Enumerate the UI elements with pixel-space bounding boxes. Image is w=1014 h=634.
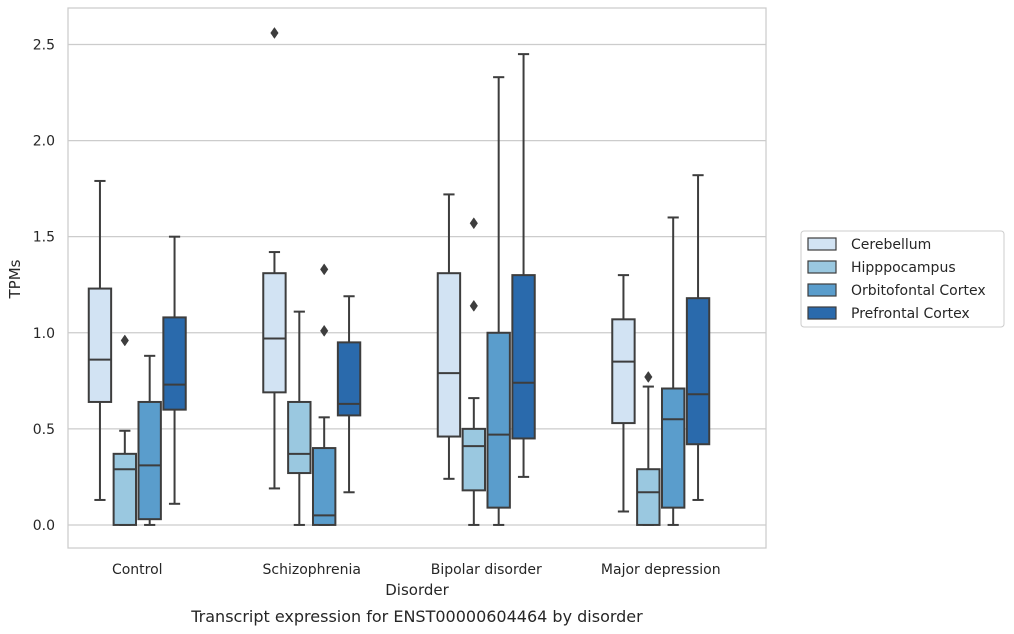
box-0-0	[87, 179, 113, 501]
box-0-1	[262, 27, 287, 490]
box-iqr	[436, 272, 462, 438]
legend-label: Hipppocampus	[851, 260, 956, 276]
outlier-point	[469, 299, 478, 312]
y-axis: 0.0 0.5 1.0 1.5 2.0 2.5	[33, 38, 55, 534]
outlier-point	[469, 217, 478, 230]
box-2-3	[660, 216, 686, 526]
x-axis-label: Disorder	[385, 581, 449, 599]
legend-label: Cerebellum	[851, 237, 931, 253]
box-iqr	[311, 447, 337, 526]
legend-swatch	[807, 260, 837, 274]
box-1-3	[636, 371, 661, 526]
box-0-2	[436, 193, 462, 480]
box-iqr	[336, 341, 362, 417]
outlier-point	[320, 263, 329, 276]
box-iqr	[87, 287, 113, 403]
box-iqr	[287, 400, 312, 475]
outlier-point	[644, 371, 653, 383]
box-iqr	[112, 452, 138, 526]
y-tick-label: 0.5	[33, 422, 55, 438]
outlier-point	[270, 27, 279, 39]
box-iqr	[137, 400, 162, 521]
box-1-1	[287, 310, 312, 526]
plot-frame	[67, 7, 767, 549]
y-tick-label: 0.0	[33, 518, 55, 534]
y-tick-label: 1.0	[33, 326, 55, 342]
legend-label: Orbitofontal Cortex	[851, 283, 986, 299]
legend-swatch	[807, 306, 837, 320]
x-tick-label: Bipolar disorder	[431, 562, 542, 578]
box-2-2	[486, 76, 511, 526]
box-3-1	[336, 295, 362, 494]
y-tick-label: 2.0	[33, 134, 55, 150]
box-3-2	[511, 53, 536, 478]
box-3-3	[685, 174, 711, 501]
box-iqr	[511, 274, 536, 440]
y-axis-label: TPMs	[6, 259, 24, 299]
box-1-0	[112, 334, 138, 526]
x-tick-label: Control	[112, 562, 163, 578]
box-iqr	[162, 316, 187, 411]
legend-swatch	[807, 283, 837, 297]
box-iqr	[685, 297, 711, 446]
y-tick-label: 1.5	[33, 230, 55, 246]
plot-background	[68, 8, 766, 548]
legend: Cerebellum Hipppocampus Orbitofontal Corte…	[800, 230, 1005, 328]
legend-frame	[800, 230, 1005, 328]
box-plot-series	[87, 27, 711, 526]
box-iqr	[262, 272, 287, 394]
box-iqr	[486, 331, 511, 509]
box-0-3	[611, 274, 636, 513]
y-tick-label: 2.5	[33, 38, 55, 54]
box-3-0	[162, 235, 187, 505]
chart-caption: Transcript expression for ENST0000060446…	[190, 607, 643, 626]
box-iqr	[636, 468, 661, 526]
outlier-point	[120, 334, 129, 347]
box-2-1	[311, 263, 337, 526]
x-tick-label: Schizophrenia	[263, 562, 361, 578]
outlier-point	[320, 324, 329, 337]
x-axis: Control Schizophrenia Bipolar disorder Majo…	[112, 562, 721, 578]
x-tick-label: Major depression	[601, 562, 721, 578]
box-iqr	[461, 427, 487, 492]
box-iqr	[660, 387, 686, 509]
legend-swatch	[807, 237, 837, 251]
box-iqr	[611, 318, 636, 425]
box-1-2	[461, 217, 487, 526]
legend-label: Prefrontal Cortex	[851, 306, 970, 322]
box-2-0	[137, 354, 162, 526]
